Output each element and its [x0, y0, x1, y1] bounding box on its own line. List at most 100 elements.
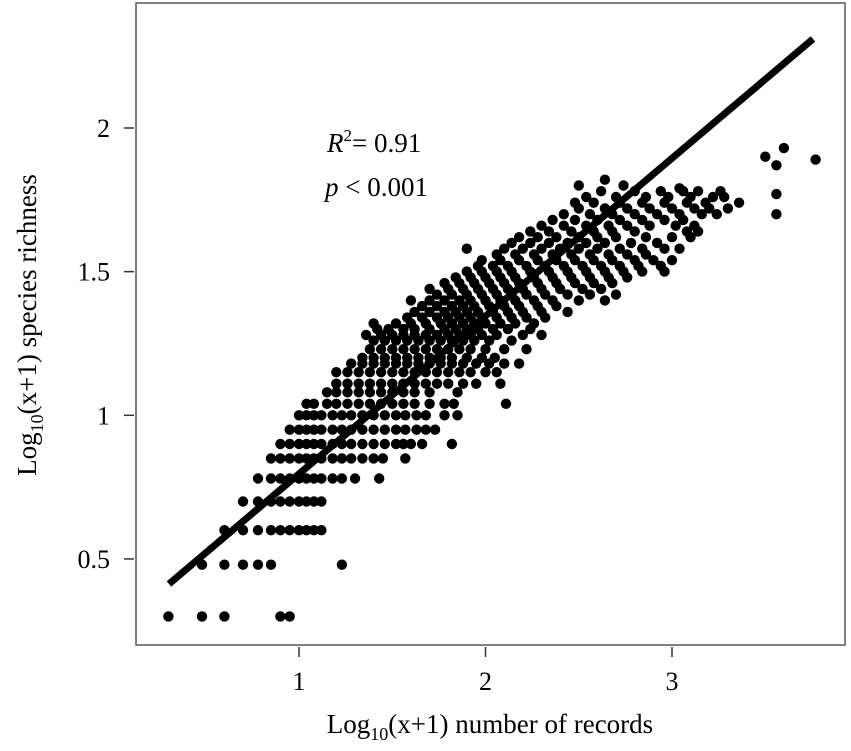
- data-point: [398, 344, 409, 355]
- data-point: [454, 344, 465, 355]
- x-axis-label: Log10(x+1) number of records: [327, 709, 653, 744]
- data-point: [457, 378, 469, 389]
- data-point: [528, 249, 540, 260]
- data-point: [431, 312, 443, 323]
- data-point: [316, 424, 327, 435]
- data-point: [387, 344, 398, 355]
- data-point: [284, 424, 295, 435]
- data-point: [471, 378, 482, 389]
- data-point: [502, 323, 514, 335]
- data-point: [411, 424, 422, 435]
- data-point: [301, 473, 312, 484]
- data-point: [409, 387, 420, 398]
- data-point: [390, 410, 402, 421]
- data-point: [316, 438, 327, 450]
- data-point: [284, 525, 295, 536]
- data-point: [301, 410, 312, 421]
- data-point: [398, 438, 409, 450]
- data-point: [405, 295, 417, 306]
- data-point: [595, 283, 607, 295]
- data-point: [573, 295, 584, 306]
- data-point: [443, 367, 454, 378]
- data-point: [293, 410, 305, 421]
- data-point: [284, 453, 295, 464]
- data-point: [558, 260, 569, 272]
- data-point: [771, 160, 782, 171]
- data-point: [484, 335, 495, 346]
- data-point: [614, 214, 625, 226]
- data-point: [465, 344, 476, 355]
- data-point: [446, 352, 458, 363]
- data-point: [331, 367, 342, 378]
- data-point: [387, 378, 398, 389]
- data-point: [640, 232, 652, 243]
- data-point: [252, 525, 264, 536]
- data-point: [778, 142, 790, 154]
- data-point: [353, 367, 364, 378]
- data-point: [446, 300, 458, 312]
- data-point: [521, 344, 532, 355]
- data-point: [265, 473, 277, 484]
- data-point: [390, 438, 402, 450]
- data-point: [648, 255, 659, 266]
- data-point: [390, 424, 402, 435]
- data-point: [424, 398, 435, 409]
- data-point: [670, 220, 681, 231]
- x-tick-label: 1: [293, 667, 306, 696]
- data-point: [237, 496, 249, 507]
- data-point: [681, 226, 693, 237]
- data-point: [379, 424, 390, 435]
- data-point: [275, 496, 286, 507]
- data-point: [431, 329, 443, 341]
- data-point: [353, 387, 364, 398]
- data-point: [411, 410, 422, 421]
- data-point: [265, 559, 277, 570]
- data-point: [402, 352, 413, 363]
- data-point: [536, 329, 547, 341]
- data-point: [409, 306, 420, 318]
- data-point: [375, 378, 387, 389]
- data-point: [588, 197, 599, 208]
- data-point: [400, 424, 411, 435]
- data-point: [666, 203, 678, 214]
- data-point: [301, 496, 312, 507]
- data-point: [284, 438, 295, 450]
- data-point: [722, 203, 734, 214]
- data-point: [379, 410, 390, 421]
- data-point: [771, 188, 782, 200]
- data-point: [491, 249, 502, 260]
- data-point: [439, 398, 450, 409]
- data-point: [364, 378, 376, 389]
- data-point: [293, 525, 305, 536]
- data-point: [566, 249, 577, 260]
- data-point: [689, 220, 700, 231]
- data-point: [640, 191, 652, 203]
- data-point: [454, 295, 465, 306]
- y-tick-label: 2: [97, 114, 110, 143]
- data-point: [480, 367, 491, 378]
- data-point: [431, 289, 443, 300]
- data-point: [387, 367, 398, 378]
- data-point: [321, 387, 333, 398]
- data-point: [196, 611, 208, 622]
- data-point: [599, 295, 611, 306]
- y-tick-label: 1: [97, 401, 110, 430]
- data-point: [573, 180, 584, 191]
- data-point: [416, 312, 428, 323]
- data-point: [489, 352, 500, 363]
- data-point: [275, 525, 286, 536]
- data-point: [301, 438, 312, 450]
- data-point: [301, 398, 312, 409]
- data-point: [301, 424, 312, 435]
- data-point: [461, 266, 472, 277]
- data-point: [374, 473, 385, 484]
- data-point: [674, 209, 685, 220]
- data-point: [614, 243, 625, 254]
- data-point: [584, 249, 596, 260]
- y-tick-label: 0.5: [78, 545, 111, 574]
- annotation-p: p < 0.001: [323, 172, 428, 202]
- data-point: [327, 453, 338, 464]
- data-point: [618, 180, 629, 191]
- data-point: [346, 410, 357, 421]
- data-point: [696, 209, 707, 220]
